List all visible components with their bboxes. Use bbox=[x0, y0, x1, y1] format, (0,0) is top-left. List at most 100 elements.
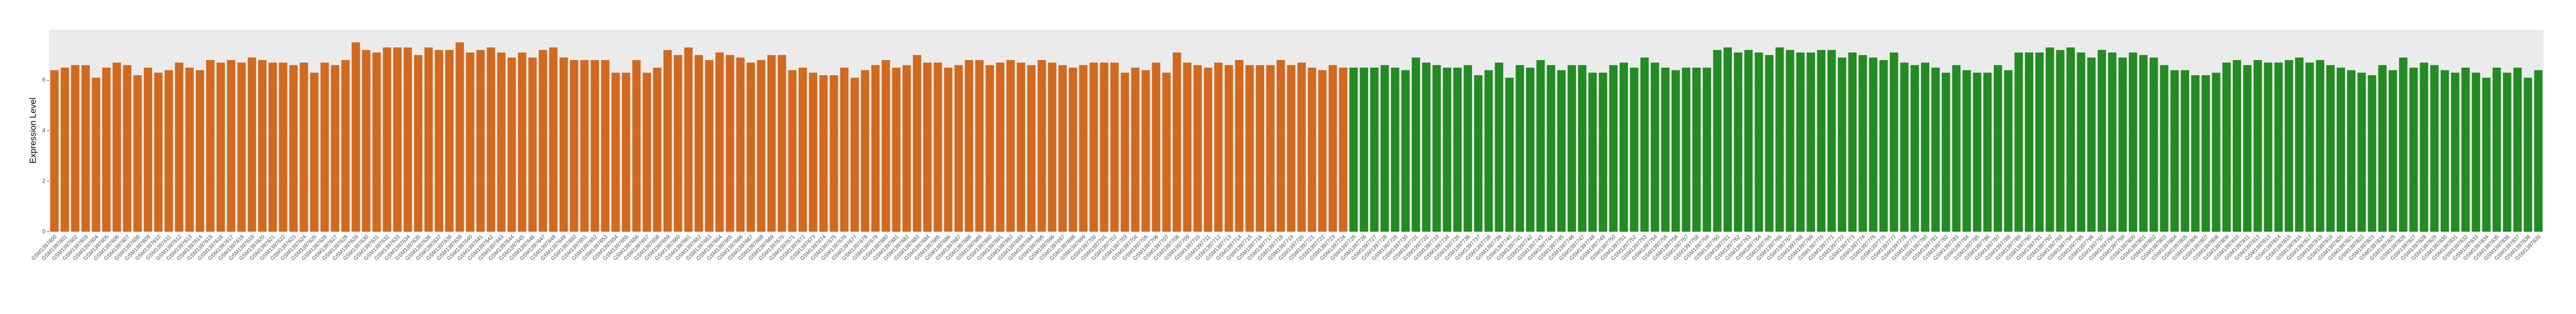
bar bbox=[133, 75, 142, 232]
bar bbox=[642, 73, 651, 232]
bar bbox=[206, 60, 215, 232]
bar bbox=[1120, 73, 1129, 232]
bar bbox=[2524, 77, 2532, 232]
bar bbox=[247, 57, 257, 232]
bar bbox=[1307, 67, 1316, 232]
bar bbox=[1962, 70, 1971, 232]
bar bbox=[1453, 67, 1462, 232]
bar bbox=[590, 60, 599, 232]
bar bbox=[871, 65, 880, 232]
bar bbox=[1703, 67, 1711, 232]
bar bbox=[694, 55, 703, 232]
bar bbox=[2056, 50, 2065, 232]
bar bbox=[1037, 60, 1046, 232]
bar bbox=[1162, 73, 1171, 232]
bar bbox=[2087, 57, 2096, 232]
bar bbox=[757, 60, 766, 232]
bar bbox=[268, 62, 277, 232]
bar bbox=[622, 73, 630, 232]
bar bbox=[154, 73, 163, 232]
bar bbox=[1245, 65, 1254, 232]
bar bbox=[1318, 70, 1327, 232]
bar bbox=[1775, 47, 1784, 232]
bar bbox=[2253, 60, 2262, 232]
bar bbox=[2534, 70, 2543, 232]
bar bbox=[1547, 65, 1555, 232]
bar bbox=[2388, 70, 2397, 232]
bar bbox=[1806, 52, 1815, 232]
bar bbox=[507, 57, 516, 232]
bar bbox=[341, 60, 350, 232]
bar bbox=[1016, 62, 1026, 232]
bar bbox=[299, 62, 308, 232]
bar bbox=[1921, 62, 1930, 232]
bar bbox=[2368, 75, 2376, 232]
bar bbox=[1370, 67, 1379, 232]
y-tick-label: 6 bbox=[42, 77, 45, 83]
bar bbox=[1411, 57, 1421, 232]
bar bbox=[2160, 65, 2168, 232]
bar bbox=[1204, 67, 1212, 232]
bar bbox=[1671, 70, 1680, 232]
bar bbox=[1058, 65, 1067, 232]
bar bbox=[1827, 50, 1836, 232]
bar bbox=[1733, 52, 1743, 232]
y-tick-label: 0 bbox=[42, 228, 45, 235]
bar bbox=[538, 50, 547, 232]
bar bbox=[726, 55, 734, 232]
bar bbox=[2347, 70, 2356, 232]
bar bbox=[2461, 67, 2470, 232]
bar bbox=[1214, 62, 1223, 232]
bar bbox=[1089, 62, 1098, 232]
bar bbox=[2025, 52, 2034, 232]
bar bbox=[2378, 65, 2387, 232]
bar bbox=[2191, 75, 2200, 232]
bar bbox=[2326, 65, 2335, 232]
bar bbox=[1287, 65, 1296, 232]
bar bbox=[1588, 73, 1597, 232]
bar bbox=[2098, 50, 2106, 232]
bar bbox=[1973, 73, 1982, 232]
bar bbox=[2409, 67, 2418, 232]
bar bbox=[767, 55, 776, 232]
bar bbox=[1484, 70, 1493, 232]
bar bbox=[2503, 73, 2512, 232]
bar bbox=[1609, 65, 1618, 232]
bar bbox=[1723, 47, 1732, 232]
bar bbox=[1266, 65, 1275, 232]
bar bbox=[902, 65, 911, 232]
bar bbox=[840, 67, 849, 232]
bar bbox=[2035, 52, 2044, 232]
bar bbox=[2472, 73, 2480, 232]
bar bbox=[1681, 67, 1691, 232]
bar bbox=[819, 75, 828, 232]
bar bbox=[476, 50, 485, 232]
bar bbox=[455, 42, 464, 232]
bar bbox=[1640, 57, 1649, 232]
bar bbox=[882, 60, 890, 232]
bar bbox=[954, 65, 963, 232]
bar bbox=[518, 52, 527, 232]
bar bbox=[964, 60, 974, 232]
bar bbox=[1505, 77, 1514, 232]
bar bbox=[1235, 60, 1244, 232]
bar bbox=[435, 50, 443, 232]
bar bbox=[1786, 50, 1795, 232]
bar bbox=[663, 50, 672, 232]
bar bbox=[2076, 52, 2086, 232]
bar bbox=[1297, 62, 1306, 232]
bar bbox=[570, 60, 579, 232]
bar bbox=[944, 67, 952, 232]
bar bbox=[1100, 62, 1108, 232]
bar bbox=[1463, 65, 1473, 232]
bar bbox=[414, 55, 423, 232]
bar bbox=[362, 50, 371, 232]
bar bbox=[331, 65, 339, 232]
bar bbox=[2430, 65, 2439, 232]
bar bbox=[1443, 67, 1451, 232]
bar bbox=[1048, 62, 1056, 232]
bar bbox=[1381, 65, 1389, 232]
bar bbox=[736, 57, 745, 232]
bar bbox=[1817, 50, 1825, 232]
bar bbox=[1796, 52, 1805, 232]
